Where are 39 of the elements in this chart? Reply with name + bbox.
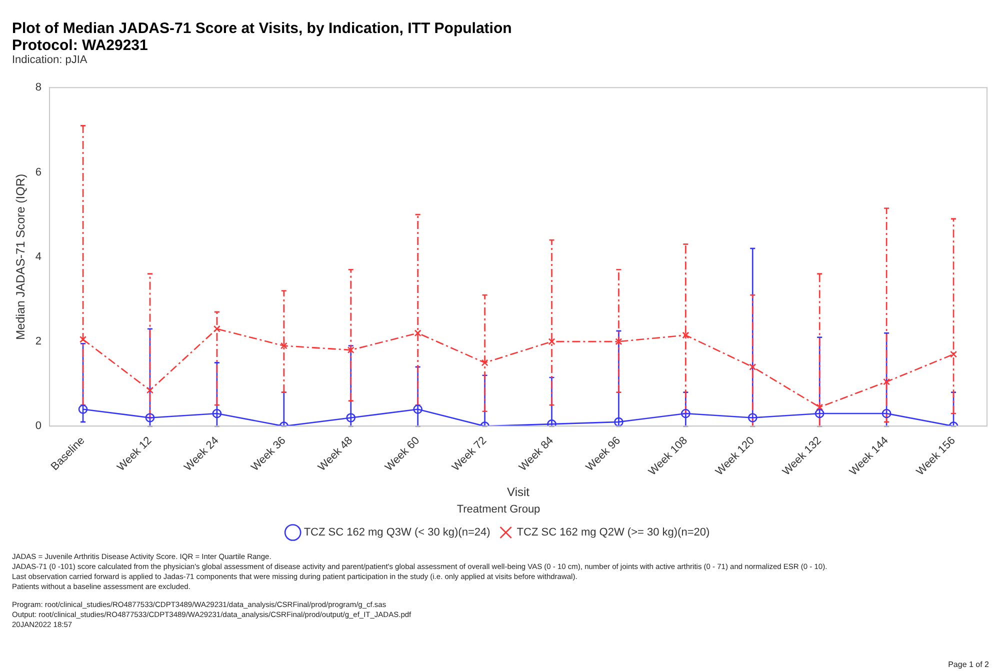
point [212, 408, 222, 418]
y-tick-label: 6 [35, 166, 42, 178]
legend-title: Treatment Group [456, 503, 540, 516]
point [547, 419, 556, 426]
point [883, 378, 890, 386]
point [682, 332, 690, 339]
point [481, 359, 488, 366]
point [413, 404, 422, 414]
point [347, 346, 354, 354]
point [280, 342, 288, 350]
text: Page 1 of 2 [948, 660, 989, 669]
chart-subtitle: Protocol: WA29231 [12, 37, 149, 54]
point [950, 350, 957, 358]
x-axis-title: Visit [507, 484, 530, 499]
chart-title: Plot of Median JADAS-71 Score at Visits, by Indication, ITT Population [12, 20, 512, 37]
point [548, 338, 556, 346]
point [748, 413, 758, 422]
y-tick-label: 0 [35, 420, 42, 432]
legend-label: TCZ SC 162 mg Q2W (>= 30 kg)(n=20) [516, 526, 710, 539]
point [78, 404, 88, 414]
y-tick-label: 4 [35, 250, 42, 263]
point [814, 408, 824, 418]
point [414, 330, 422, 337]
point [346, 413, 356, 422]
y-axis-title: Median JADAS-71 Score (IQR) [14, 174, 28, 340]
point [614, 417, 624, 426]
legend-label: TCZ SC 162 mg Q3W (< 30 kg)(n=24) [304, 526, 490, 539]
point [615, 338, 622, 346]
point [80, 336, 86, 343]
point [749, 363, 756, 370]
point [882, 408, 892, 418]
point [145, 413, 155, 422]
text: Indication: pJIA [12, 54, 88, 66]
y-tick-label: 8 [35, 82, 42, 94]
point [213, 325, 220, 332]
point [816, 404, 824, 411]
point [146, 386, 154, 394]
point [681, 408, 690, 418]
y-tick-label: 2 [35, 336, 42, 348]
